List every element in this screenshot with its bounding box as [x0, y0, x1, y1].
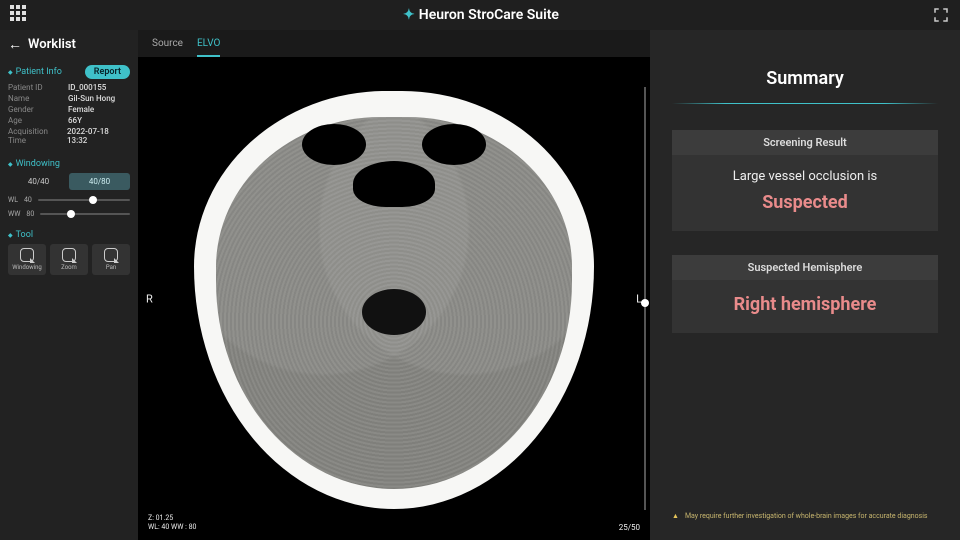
arrow-left-icon: ← — [8, 36, 22, 53]
apps-grid-icon[interactable] — [10, 5, 30, 25]
screening-result-card: Screening Result Large vessel occlusion … — [672, 130, 938, 231]
left-sidebar: ← Worklist ◆Patient Info Report Patient … — [0, 30, 138, 540]
section-title: ◆Patient Info — [8, 67, 62, 77]
info-row-patient-id: Patient IDID_000155 — [8, 83, 130, 92]
info-row-name: NameGil-Sun Hong — [8, 94, 130, 103]
dicom-viewport[interactable]: R L Z: 01.25 WL: 40 WW : 80 25/50 — [138, 57, 650, 540]
viewer-tabs: Source ELVO — [138, 30, 650, 57]
screening-text: Large vessel occlusion is — [682, 169, 928, 184]
fullscreen-icon[interactable] — [932, 6, 950, 24]
hemisphere-card: Suspected Hemisphere Right hemisphere — [672, 255, 938, 333]
preset-40-80[interactable]: 40/80 — [69, 173, 130, 190]
ww-slider[interactable]: WW 80 — [8, 210, 130, 218]
top-bar: ✦Heuron StroCare Suite — [0, 0, 960, 30]
divider — [672, 103, 938, 104]
summary-panel: Summary Screening Result Large vessel oc… — [650, 30, 960, 540]
section-title: ◆Windowing — [8, 159, 60, 169]
preset-40-40[interactable]: 40/40 — [8, 173, 69, 190]
tool-zoom[interactable]: Zoom — [50, 244, 88, 275]
viewer-column: Source ELVO R L Z: 01.25 WL: 40 WW : 80 … — [138, 30, 650, 540]
worklist-label: Worklist — [28, 37, 76, 52]
tab-elvo[interactable]: ELVO — [197, 38, 220, 57]
orientation-right-marker: R — [146, 292, 153, 305]
app-title: ✦Heuron StroCare Suite — [30, 7, 932, 23]
tool-windowing[interactable]: Windowing — [8, 244, 46, 275]
disclaimer-footnote: ▲ May require further investigation of w… — [672, 502, 938, 520]
screening-result: Suspected — [682, 192, 928, 213]
pan-icon — [104, 248, 118, 262]
windowing-presets: 40/40 40/80 — [8, 173, 130, 190]
ct-slice-image — [164, 69, 624, 529]
windowing-section: ◆Windowing 40/40 40/80 WL 40 WW 80 — [8, 159, 130, 218]
section-title: ◆Tool — [8, 230, 33, 240]
worklist-back-button[interactable]: ← Worklist — [8, 36, 130, 53]
viewport-info-bottom-left: Z: 01.25 WL: 40 WW : 80 — [148, 514, 196, 532]
info-row-age: Age66Y — [8, 116, 130, 125]
logo-icon: ✦ — [403, 7, 415, 23]
hemisphere-result: Right hemisphere — [682, 294, 928, 315]
warning-icon: ▲ — [672, 512, 679, 520]
tool-section: ◆Tool Windowing Zoom Pan — [8, 230, 130, 275]
slice-scrollbar[interactable] — [644, 87, 646, 510]
tab-source[interactable]: Source — [152, 38, 183, 57]
wl-slider[interactable]: WL 40 — [8, 196, 130, 204]
zoom-icon — [62, 248, 76, 262]
viewport-slice-counter: 25/50 — [619, 523, 640, 532]
windowing-icon — [20, 248, 34, 262]
summary-title: Summary — [672, 68, 938, 89]
card-title: Suspected Hemisphere — [672, 255, 938, 280]
info-row-gender: GenderFemale — [8, 105, 130, 114]
patient-info-section: ◆Patient Info Report Patient IDID_000155… — [8, 65, 130, 147]
card-title: Screening Result — [672, 130, 938, 155]
report-button[interactable]: Report — [85, 65, 130, 79]
tool-pan[interactable]: Pan — [92, 244, 130, 275]
info-row-acq-time: Acquisition Time2022-07-18 13:32 — [8, 127, 130, 145]
